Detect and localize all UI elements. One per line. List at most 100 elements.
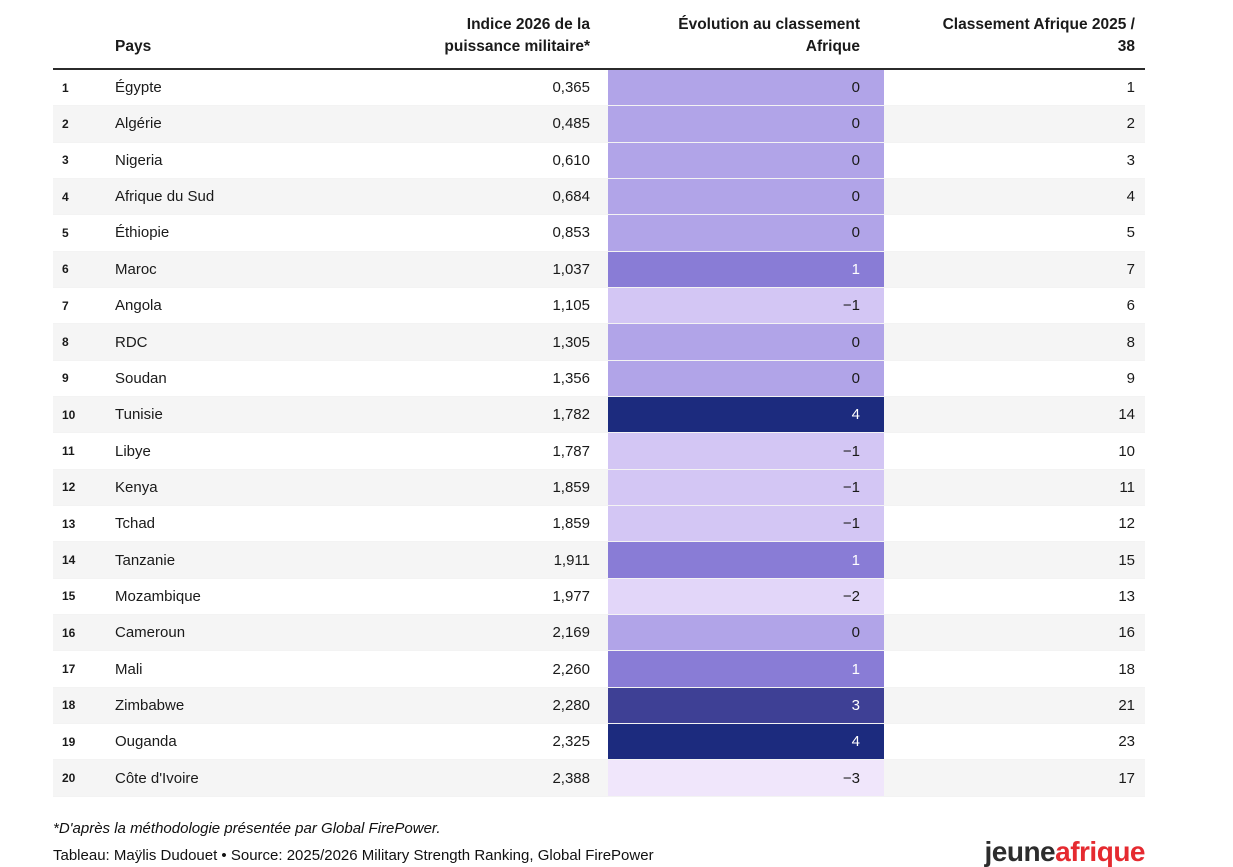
- rank-cell: 16: [53, 614, 110, 652]
- evolution-cell: 0: [590, 360, 884, 398]
- evolution-value: −2: [608, 578, 884, 614]
- index-cell: 1,356: [430, 360, 590, 398]
- country-column-header: Pays: [110, 10, 430, 70]
- country-cell: Tchad: [110, 505, 430, 543]
- methodology-footnote: *D'après la méthodologie présentée par G…: [53, 819, 441, 837]
- country-cell: Mozambique: [110, 578, 430, 616]
- country-cell: Tanzanie: [110, 541, 430, 579]
- rank-cell: 4: [53, 178, 110, 216]
- index-cell: 2,388: [430, 759, 590, 797]
- country-cell: Kenya: [110, 469, 430, 507]
- country-cell: Afrique du Sud: [110, 178, 430, 216]
- index-cell: 2,325: [430, 723, 590, 761]
- rank-cell: 10: [53, 396, 110, 434]
- evolution-cell: 0: [590, 178, 884, 216]
- evolution-value: 4: [608, 397, 884, 432]
- table-row: 3 Nigeria 0,610 0 3: [53, 142, 1145, 179]
- rank-cell: 15: [53, 578, 110, 616]
- evolution-header-line2: Afrique: [805, 38, 860, 56]
- rank-cell: 6: [53, 251, 110, 289]
- evolution-value: 0: [608, 615, 884, 650]
- rank-cell: 2: [53, 105, 110, 143]
- index-cell: 1,037: [430, 251, 590, 289]
- country-cell: Mali: [110, 650, 430, 688]
- rank-cell: 12: [53, 469, 110, 507]
- evolution-cell: 0: [590, 614, 884, 652]
- ranking-2025-cell: 11: [884, 469, 1145, 507]
- table-row: 11 Libye 1,787 −1 10: [53, 432, 1145, 470]
- table-row: 12 Kenya 1,859 −1 11: [53, 469, 1145, 507]
- index-cell: 0,853: [430, 214, 590, 252]
- index-cell: 0,485: [430, 105, 590, 143]
- evolution-cell: −3: [590, 759, 884, 797]
- ranking-2025-cell: 21: [884, 687, 1145, 725]
- table-row: 13 Tchad 1,859 −1 12: [53, 505, 1145, 543]
- rank-cell: 11: [53, 432, 110, 470]
- evolution-cell: 0: [590, 214, 884, 252]
- evolution-value: −1: [608, 506, 884, 541]
- country-cell: Éthiopie: [110, 214, 430, 252]
- table-row: 9 Soudan 1,356 0 9: [53, 360, 1145, 398]
- ranking-2025-cell: 17: [884, 759, 1145, 797]
- ranking-2025-cell: 9: [884, 360, 1145, 398]
- rank-cell: 20: [53, 759, 110, 797]
- country-cell: Égypte: [110, 68, 430, 107]
- evolution-value: 1: [608, 651, 884, 687]
- country-cell: Zimbabwe: [110, 687, 430, 725]
- index-header-line1: Indice 2026 de la: [466, 16, 590, 33]
- evolution-cell: 0: [590, 105, 884, 143]
- ranking-2025-cell: 5: [884, 214, 1145, 252]
- index-header-line2: puissance militaire*: [444, 38, 590, 56]
- jeune-afrique-logo: jeuneafrique: [984, 835, 1146, 867]
- country-cell: Maroc: [110, 251, 430, 289]
- ranking-2025-cell: 15: [884, 541, 1145, 579]
- country-cell: Angola: [110, 287, 430, 325]
- ranking-2025-cell: 10: [884, 432, 1145, 470]
- table-row: 1 Égypte 0,365 0 1: [53, 68, 1145, 107]
- evolution-cell: −1: [590, 469, 884, 507]
- country-cell: Soudan: [110, 360, 430, 398]
- evolution-value: 0: [608, 178, 884, 214]
- rank-cell: 8: [53, 323, 110, 361]
- index-cell: 1,859: [430, 469, 590, 507]
- index-cell: 0,365: [430, 68, 590, 107]
- index-cell: 0,610: [430, 142, 590, 179]
- source-credit: Tableau: Maÿlis Dudouet • Source: 2025/2…: [53, 846, 654, 864]
- evolution-value: −1: [608, 288, 884, 323]
- country-cell: Côte d'Ivoire: [110, 759, 430, 797]
- ranking-table-page: Pays Indice 2026 de la puissance militai…: [53, 10, 1146, 867]
- table-row: 6 Maroc 1,037 1 7: [53, 251, 1145, 289]
- index-cell: 2,260: [430, 650, 590, 688]
- table-row: 17 Mali 2,260 1 18: [53, 650, 1145, 688]
- evolution-value: 0: [608, 360, 884, 396]
- table-header: Pays Indice 2026 de la puissance militai…: [53, 10, 1145, 70]
- evolution-value: 0: [608, 324, 884, 360]
- ranking-2025-header-line2: 38: [1117, 38, 1135, 56]
- ranking-2025-cell: 7: [884, 251, 1145, 289]
- ranking-2025-cell: 14: [884, 396, 1145, 434]
- table-footer: *D'après la méthodologie présentée par G…: [53, 819, 1146, 867]
- index-column-header: Indice 2026 de la puissance militaire*: [430, 10, 590, 70]
- table-row: 8 RDC 1,305 0 8: [53, 323, 1145, 361]
- ranking-2025-cell: 2: [884, 105, 1145, 143]
- table-row: 20 Côte d'Ivoire 2,388 −3 17: [53, 759, 1145, 797]
- rank-cell: 14: [53, 541, 110, 579]
- ranking-2025-cell: 12: [884, 505, 1145, 543]
- rank-cell: 17: [53, 650, 110, 688]
- rank-cell: 18: [53, 687, 110, 725]
- evolution-value: 0: [608, 142, 884, 178]
- evolution-value: 0: [608, 215, 884, 251]
- evolution-value: −1: [608, 469, 884, 505]
- rank-cell: 19: [53, 723, 110, 761]
- country-cell: Cameroun: [110, 614, 430, 652]
- ranking-2025-cell: 18: [884, 650, 1145, 688]
- ranking-2025-cell: 3: [884, 142, 1145, 179]
- evolution-cell: −1: [590, 287, 884, 325]
- evolution-cell: 1: [590, 541, 884, 579]
- evolution-value: −1: [608, 433, 884, 469]
- country-cell: Ouganda: [110, 723, 430, 761]
- logo-part-jeune: jeune: [984, 835, 1056, 867]
- evolution-value: 4: [608, 724, 884, 759]
- evolution-value: −3: [608, 760, 884, 796]
- evolution-value: 1: [608, 542, 884, 578]
